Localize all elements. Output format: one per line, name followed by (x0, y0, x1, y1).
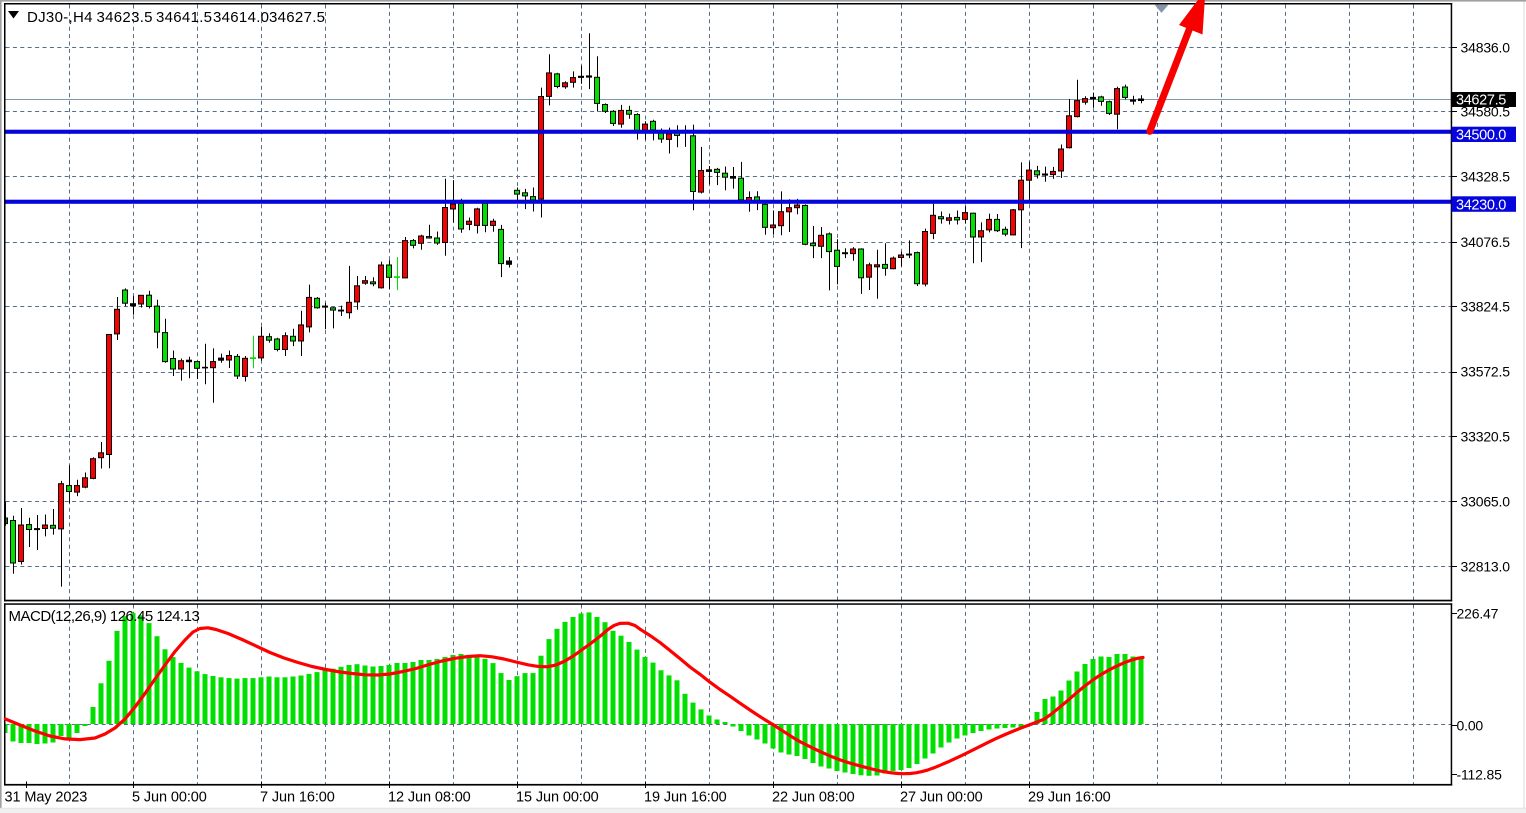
svg-text:34623.5: 34623.5 (97, 9, 153, 26)
svg-text:31 May 2023: 31 May 2023 (5, 790, 88, 806)
svg-text:DJ30-,H4: DJ30-,H4 (27, 9, 93, 26)
svg-text:33824.5: 33824.5 (1461, 299, 1511, 315)
svg-text:MACD(12,26,9) 126.45 124.13: MACD(12,26,9) 126.45 124.13 (9, 608, 200, 625)
svg-text:34076.5: 34076.5 (1461, 234, 1511, 250)
svg-text:15 Jun 00:00: 15 Jun 00:00 (516, 790, 599, 806)
svg-text:29 Jun 16:00: 29 Jun 16:00 (1028, 790, 1111, 806)
svg-text:34627.5: 34627.5 (269, 9, 325, 26)
svg-text:34230.0: 34230.0 (1456, 197, 1506, 213)
svg-text:19 Jun 16:00: 19 Jun 16:00 (644, 790, 727, 806)
svg-text:0.00: 0.00 (1457, 717, 1484, 733)
svg-text:33572.5: 33572.5 (1461, 364, 1511, 380)
svg-text:34328.5: 34328.5 (1461, 169, 1511, 185)
svg-text:12 Jun 08:00: 12 Jun 08:00 (388, 790, 471, 806)
svg-text:34580.5: 34580.5 (1461, 103, 1511, 119)
svg-text:7 Jun 16:00: 7 Jun 16:00 (260, 790, 335, 806)
svg-text:34836.0: 34836.0 (1461, 39, 1511, 55)
svg-text:-112.85: -112.85 (1457, 767, 1503, 783)
svg-text:32813.0: 32813.0 (1461, 559, 1511, 575)
svg-text:34614.0: 34614.0 (213, 9, 269, 26)
svg-text:33320.5: 33320.5 (1461, 429, 1511, 445)
svg-text:33065.0: 33065.0 (1461, 494, 1511, 510)
svg-text:5 Jun 00:00: 5 Jun 00:00 (132, 790, 207, 806)
svg-text:226.47: 226.47 (1457, 606, 1499, 622)
svg-text:34500.0: 34500.0 (1456, 128, 1506, 144)
svg-text:22 Jun 08:00: 22 Jun 08:00 (772, 790, 855, 806)
svg-text:27 Jun 00:00: 27 Jun 00:00 (900, 790, 983, 806)
svg-text:34627.5: 34627.5 (1456, 93, 1506, 109)
svg-text:34641.5: 34641.5 (156, 9, 212, 26)
